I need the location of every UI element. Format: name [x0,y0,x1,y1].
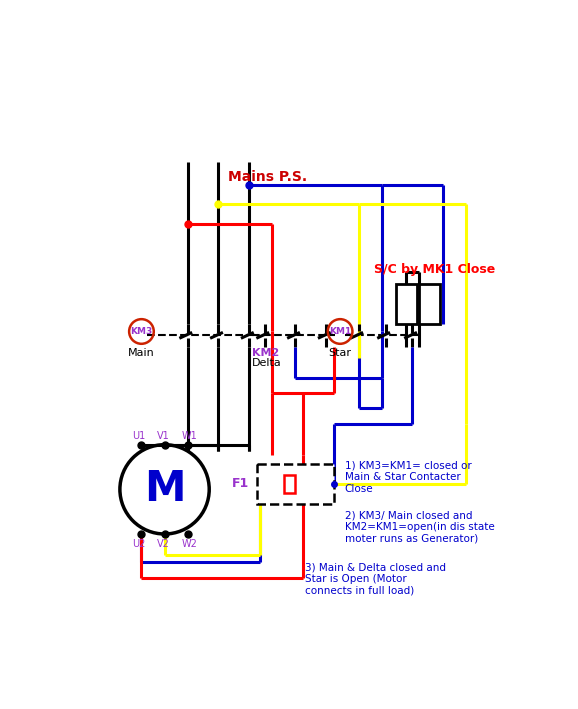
Text: KM1: KM1 [329,327,351,336]
Text: KM2: KM2 [253,348,280,359]
Text: KM3: KM3 [130,327,153,336]
Bar [257,464,334,504]
Text: W1: W1 [181,431,197,441]
Bar [395,284,417,324]
Text: 1) KM3=KM1= closed or
Main & Star Contacter
Close: 1) KM3=KM1= closed or Main & Star Contac… [344,461,472,494]
Text: U1: U1 [132,431,145,441]
Text: M: M [144,469,186,510]
Text: Star: Star [329,348,351,359]
Text: Main: Main [128,348,155,359]
Text: U2: U2 [132,540,145,549]
Text: 3) Main & Delta closed and
Star is Open (Motor
connects in full load): 3) Main & Delta closed and Star is Open … [305,562,446,596]
Text: V2: V2 [157,540,169,549]
Text: W2: W2 [181,540,197,549]
Text: 2) KM3/ Main closed and
KM2=KM1=open(in dis state
moter runs as Generator): 2) KM3/ Main closed and KM2=KM1=open(in … [344,510,495,543]
Bar [284,475,295,493]
Text: Mains P.S.: Mains P.S. [228,170,307,184]
Bar [418,284,440,324]
Text: Delta: Delta [253,359,282,369]
Text: S/C by MK1 Close: S/C by MK1 Close [374,263,495,276]
Text: V1: V1 [157,431,169,441]
Text: F1: F1 [232,477,249,491]
